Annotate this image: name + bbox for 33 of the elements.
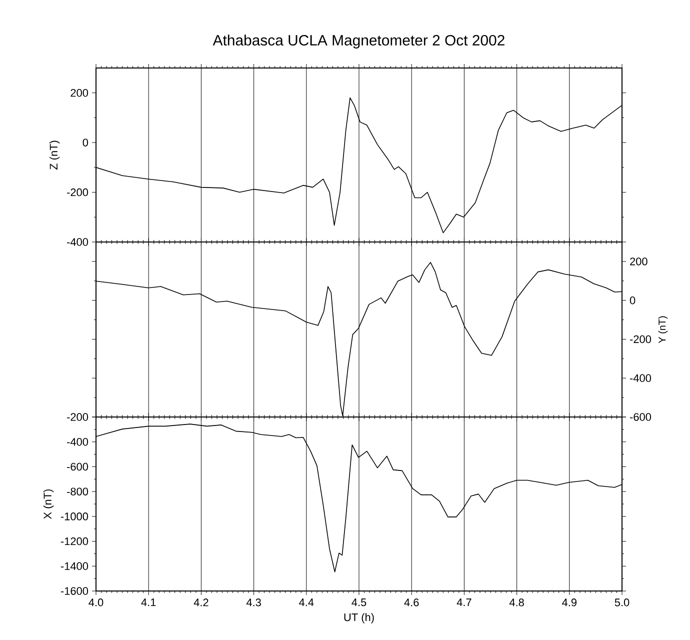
x-tick-label: 4.9 — [562, 598, 577, 606]
y-tick-label: -1000 — [60, 512, 88, 520]
x-tick-label: 4.5 — [352, 598, 366, 606]
x-axis-title: UT (h) — [344, 613, 374, 624]
y-tick-label: -600 — [67, 462, 88, 471]
y-tick-label: -400 — [67, 438, 88, 446]
x-tick-label: 4.0 — [88, 598, 104, 606]
x-tick-label: 4.4 — [299, 598, 314, 606]
y-tick-label: 200 — [70, 88, 88, 97]
y-tick-label: -200 — [67, 413, 88, 421]
y-tick-label: -1200 — [60, 537, 88, 546]
y-tick-label: 0 — [82, 138, 88, 146]
y2-tick-label: 200 — [630, 258, 648, 266]
y-tick-label: -200 — [67, 188, 88, 196]
y-axis-title: Z (nT) — [50, 140, 60, 170]
x-tick-label: 4.6 — [404, 598, 419, 606]
x-tick-label: 4.3 — [246, 598, 261, 606]
x-tick-label: 4.1 — [141, 598, 156, 606]
y-tick-label: -1600 — [60, 587, 88, 595]
x-tick-label: 4.7 — [456, 598, 472, 606]
x-tick-label: 4.2 — [194, 598, 208, 606]
y2-tick-label: -600 — [630, 413, 652, 421]
y2-tick-label: -400 — [630, 374, 652, 382]
y-axis-title: X (nT) — [43, 489, 54, 519]
y-tick-label: -800 — [67, 488, 88, 496]
y-tick-label: -400 — [67, 238, 88, 246]
y2-axis-title: Y (nT) — [658, 316, 668, 344]
y2-tick-label: -200 — [630, 335, 652, 344]
chart-title: Athabasca UCLA Magnetometer 2 Oct 2002 — [212, 34, 504, 48]
x-tick-label: 5.0 — [614, 598, 630, 606]
x-tick-label: 4.8 — [509, 598, 524, 606]
y2-tick-label: 0 — [630, 296, 636, 304]
y-tick-label: -1400 — [60, 562, 88, 570]
